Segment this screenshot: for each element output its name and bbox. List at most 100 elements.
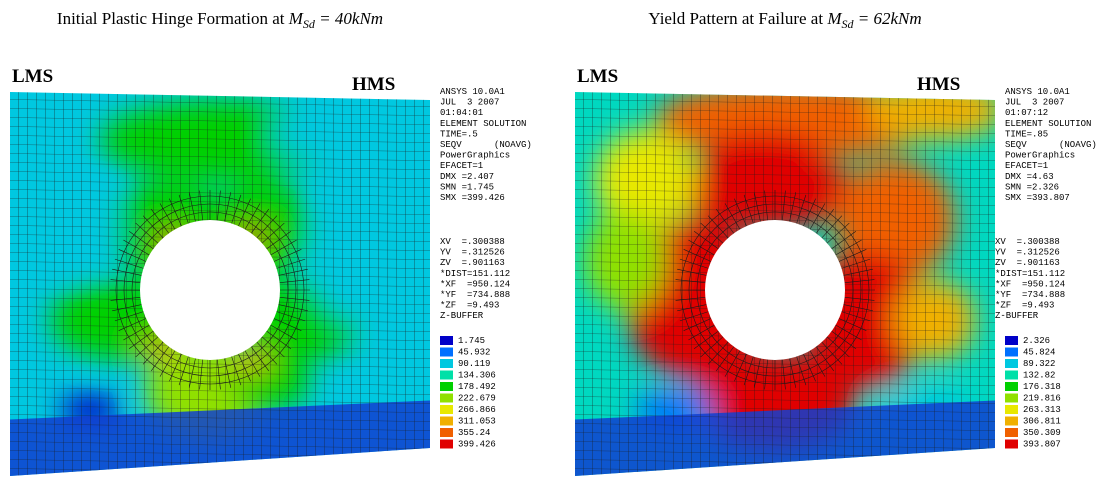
legend-value: 90.119 — [458, 359, 490, 369]
legend-value: 266.866 — [458, 405, 496, 415]
plate — [575, 92, 995, 476]
hole — [140, 220, 280, 360]
legend-value: 134.306 — [458, 371, 496, 381]
mesh-radial — [217, 359, 221, 390]
right-label: HMS — [917, 74, 960, 95]
info-line: SEQV (NOAVG) — [1005, 140, 1097, 150]
mesh-radial — [279, 297, 310, 301]
view-line: *ZF =9.493 — [440, 301, 499, 311]
mesh-radial — [273, 249, 302, 262]
title-prefix: Yield Pattern at Failure at — [648, 9, 827, 28]
left-label: LMS — [12, 66, 53, 87]
mesh-radial — [250, 208, 270, 234]
panel: Initial Plastic Hinge Formation at MSd =… — [10, 9, 532, 476]
right-label: HMS — [352, 74, 395, 95]
title-subscript: Sd — [303, 17, 316, 31]
mesh-radial — [231, 194, 242, 224]
mesh-radial — [128, 330, 154, 350]
mesh-radial — [270, 324, 297, 341]
mesh-radial — [841, 311, 871, 322]
legend-value: 1.745 — [458, 336, 485, 346]
info-line: ANSYS 10.0A1 — [440, 87, 505, 97]
legend-value: 222.679 — [458, 394, 496, 404]
mesh-radial — [789, 358, 797, 388]
legend-value: 178.492 — [458, 382, 496, 392]
mesh-radial — [688, 324, 715, 341]
legend-value: 176.318 — [1023, 382, 1061, 392]
plate — [10, 92, 430, 476]
view-line: Z-BUFFER — [440, 311, 484, 321]
mesh-radial — [231, 356, 242, 386]
legend-swatch — [440, 336, 453, 345]
mesh-radial — [724, 203, 741, 230]
legend-swatch — [1005, 393, 1018, 403]
info-line: SMX =393.807 — [1005, 193, 1070, 203]
info-line: TIME=.85 — [1005, 129, 1048, 139]
mesh-radial — [276, 258, 306, 269]
legend-swatch — [440, 359, 453, 368]
legend-swatch — [1005, 439, 1018, 449]
mesh-radial — [782, 190, 786, 221]
mesh-radial — [734, 353, 747, 382]
panel-title: Initial Plastic Hinge Formation at MSd =… — [57, 9, 383, 31]
mesh-radial — [821, 215, 843, 239]
mesh-radial — [843, 304, 873, 312]
mesh-radial — [764, 359, 768, 390]
legend-value: 2.326 — [1023, 336, 1050, 346]
title-symbol: M — [288, 9, 304, 28]
legend-value: 399.426 — [458, 440, 496, 450]
mesh-radial — [844, 279, 875, 283]
legend-value: 311.053 — [458, 417, 496, 427]
view-line: XV =.300388 — [995, 237, 1060, 247]
legend-swatch — [440, 347, 453, 357]
mesh-radial — [114, 258, 144, 269]
mesh-radial — [128, 230, 154, 250]
info-line: SEQV (NOAVG) — [440, 140, 532, 150]
mesh-radial — [693, 330, 719, 350]
legend-swatch — [1005, 428, 1018, 437]
legend-value: 350.309 — [1023, 428, 1061, 438]
mesh-radial — [679, 311, 709, 322]
mesh-radial — [843, 268, 873, 276]
mesh-radial — [112, 268, 142, 276]
mesh-ring — [680, 195, 870, 385]
mesh-radial — [683, 318, 712, 331]
mesh-radial — [135, 336, 159, 358]
mesh-radial — [261, 336, 285, 358]
info-line: SMN =1.745 — [440, 182, 494, 192]
mesh-radial — [683, 249, 712, 262]
legend-value: 355.24 — [458, 428, 490, 438]
mesh-radial — [118, 249, 147, 262]
mesh-radial — [112, 304, 142, 312]
mesh-radial — [679, 258, 709, 269]
mesh-radial — [199, 190, 203, 221]
mesh-radial — [815, 208, 835, 234]
mesh-radial — [826, 222, 850, 244]
mesh-radial — [256, 341, 278, 365]
hole — [705, 220, 845, 360]
info-line: 01:07:12 — [1005, 108, 1048, 118]
mesh-radial — [841, 258, 871, 269]
view-line: *XF =950.124 — [440, 279, 510, 289]
mesh-radial — [110, 297, 141, 301]
legend-value: 306.811 — [1023, 417, 1061, 427]
view-line: YV =.312526 — [440, 248, 505, 258]
legend-swatch — [440, 393, 453, 403]
mesh-radial — [188, 358, 196, 388]
mesh-radial — [835, 239, 862, 256]
view-line: ZV =.901163 — [995, 258, 1060, 268]
info-line: JUL 3 2007 — [440, 98, 499, 108]
mesh-radial — [838, 249, 867, 262]
mesh-radial — [169, 198, 182, 227]
legend-swatch — [440, 382, 453, 391]
mesh-radial — [244, 350, 261, 377]
legend-swatch — [440, 405, 453, 414]
mesh-radial — [831, 230, 857, 250]
mesh-radial — [753, 192, 761, 222]
view-line: ZV =.901163 — [440, 258, 505, 268]
mesh-radial — [675, 279, 706, 283]
mesh-radial — [835, 324, 862, 341]
mesh-radial — [803, 198, 816, 227]
mesh-radial — [123, 324, 150, 341]
legend-swatch — [440, 439, 453, 449]
